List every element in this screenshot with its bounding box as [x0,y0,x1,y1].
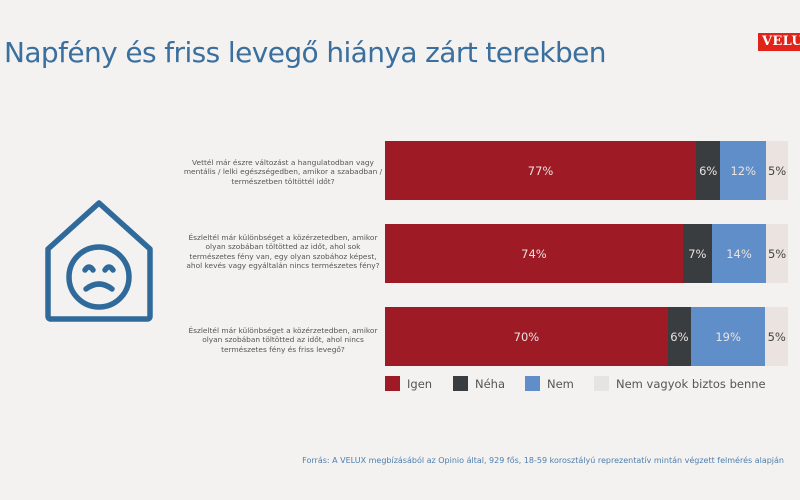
legend-label-igen: Igen [407,376,433,391]
sad-house-icon [45,200,153,322]
segment-unsure: 5% [766,224,788,283]
legend-label-neha: Néha [475,376,506,391]
segment-neha: 7% [682,224,712,283]
chart-legend: Igen Néha Nem Nem vagyok biztos benne [385,376,766,391]
legend-item-unsure: Nem vagyok biztos benne [594,376,766,391]
segment-nem: 12% [720,141,767,200]
swatch-nem [525,376,540,391]
legend-item-nem: Nem [525,376,594,391]
question-3-label: Észleltél már különbséget a közérzetedbe… [188,326,378,354]
segment-igen: 74% [385,224,683,283]
bar-question-2: 74% 7% 14% 5% [385,224,788,283]
question-2-label: Észleltél már különbséget a közérzetedbe… [186,233,380,271]
swatch-neha [453,376,468,391]
velux-logo: VELUX [758,33,800,51]
segment-neha: 6% [667,307,691,366]
legend-label-unsure: Nem vagyok biztos benne [616,376,766,391]
legend-item-neha: Néha [453,376,525,391]
source-note: Forrás: A VELUX megbízásából az Opinio á… [302,456,784,465]
segment-nem: 19% [690,307,766,366]
swatch-unsure [594,376,609,391]
segment-igen: 70% [385,307,668,366]
legend-item-igen: Igen [385,376,453,391]
page-title: Napfény és friss levegő hiánya zárt tere… [4,36,607,69]
segment-neha: 6% [696,141,721,200]
segment-nem: 14% [711,224,767,283]
segment-unsure: 5% [766,141,788,200]
question-1-label: Vettél már észre változást a hangulatodb… [183,158,383,186]
segment-igen: 77% [385,141,697,200]
bar-question-3: 70% 6% 19% 5% [385,307,788,366]
legend-label-nem: Nem [547,376,574,391]
bar-question-1: 77% 6% 12% 5% [385,141,788,200]
segment-unsure: 5% [765,307,788,366]
swatch-igen [385,376,400,391]
